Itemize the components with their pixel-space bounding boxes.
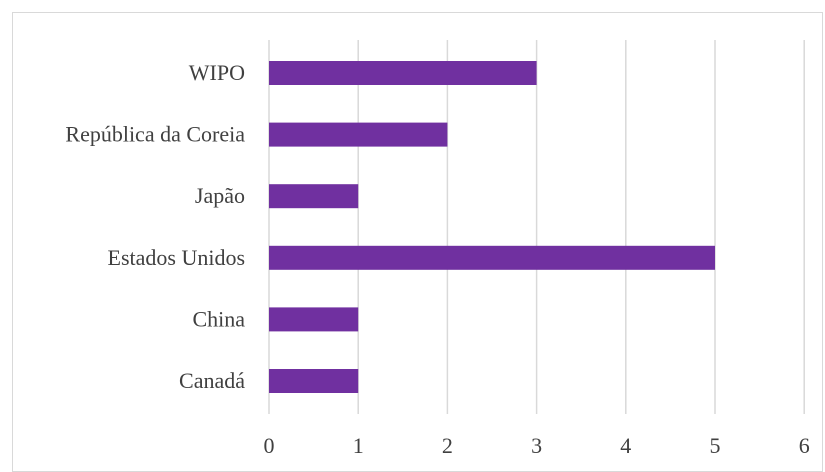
x-tick-label: 4: [620, 433, 631, 458]
x-tick-label: 3: [531, 433, 542, 458]
category-label: República da Coreia: [65, 122, 245, 147]
bars: [269, 61, 715, 393]
bar: [269, 307, 359, 332]
x-tick-label: 2: [442, 433, 453, 458]
category-label: Estados Unidos: [108, 245, 246, 270]
bar: [269, 122, 448, 147]
gridlines: [268, 40, 805, 414]
bar: [269, 245, 715, 270]
category-label: WIPO: [189, 60, 245, 85]
x-tick-label: 0: [264, 433, 275, 458]
category-label: Japão: [195, 183, 245, 208]
category-labels: WIPO República da Coreia Japão Estados Unid…: [65, 60, 245, 393]
bar: [269, 369, 359, 393]
category-label: Canadá: [179, 368, 245, 393]
category-label: China: [192, 306, 245, 331]
x-tick-label: 5: [710, 433, 721, 458]
x-tick-labels: 0 1 2 3 4 5 6: [264, 433, 810, 458]
bar: [269, 184, 359, 209]
x-tick-label: 1: [353, 433, 364, 458]
bar: [269, 61, 537, 85]
x-tick-label: 6: [799, 433, 810, 458]
chart-frame: [12, 12, 823, 472]
